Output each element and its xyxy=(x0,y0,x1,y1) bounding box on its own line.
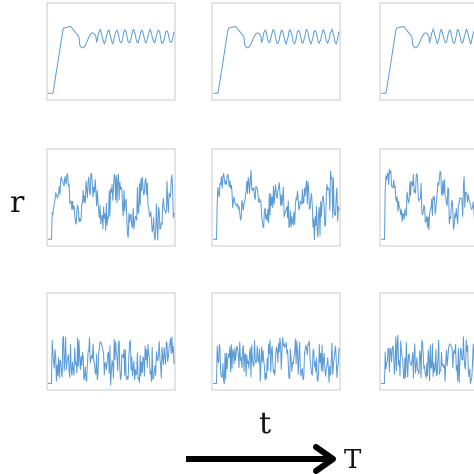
panel-series-r1-c2 xyxy=(381,168,474,240)
panel-frame-r0-c0 xyxy=(46,2,176,101)
row-axis-label: r xyxy=(10,185,25,220)
panel-frame-r1-c1 xyxy=(211,148,341,247)
panel-series-r0-c1 xyxy=(213,25,340,94)
column-axis-label: t xyxy=(259,406,271,441)
panel-frame-r1-c2 xyxy=(379,148,474,247)
time-arrow-head xyxy=(313,444,336,474)
panel-frame-r2-c1 xyxy=(211,292,341,391)
panel-series-r1-c1 xyxy=(213,170,340,241)
panel-series-r2-c1 xyxy=(213,337,340,385)
panel-series-r0-c0 xyxy=(48,25,175,94)
panel-series-r2-c2 xyxy=(381,334,474,385)
panel-series-r0-c2 xyxy=(381,25,474,94)
panel-series-r2-c0 xyxy=(48,336,175,386)
time-arrow-label: T xyxy=(344,445,362,474)
panel-frame-r0-c1 xyxy=(211,2,341,101)
panel-series-r1-c0 xyxy=(48,173,175,241)
panel-frame-r0-c2 xyxy=(379,2,474,101)
panel-grid xyxy=(46,2,474,391)
time-arrow xyxy=(186,444,336,474)
